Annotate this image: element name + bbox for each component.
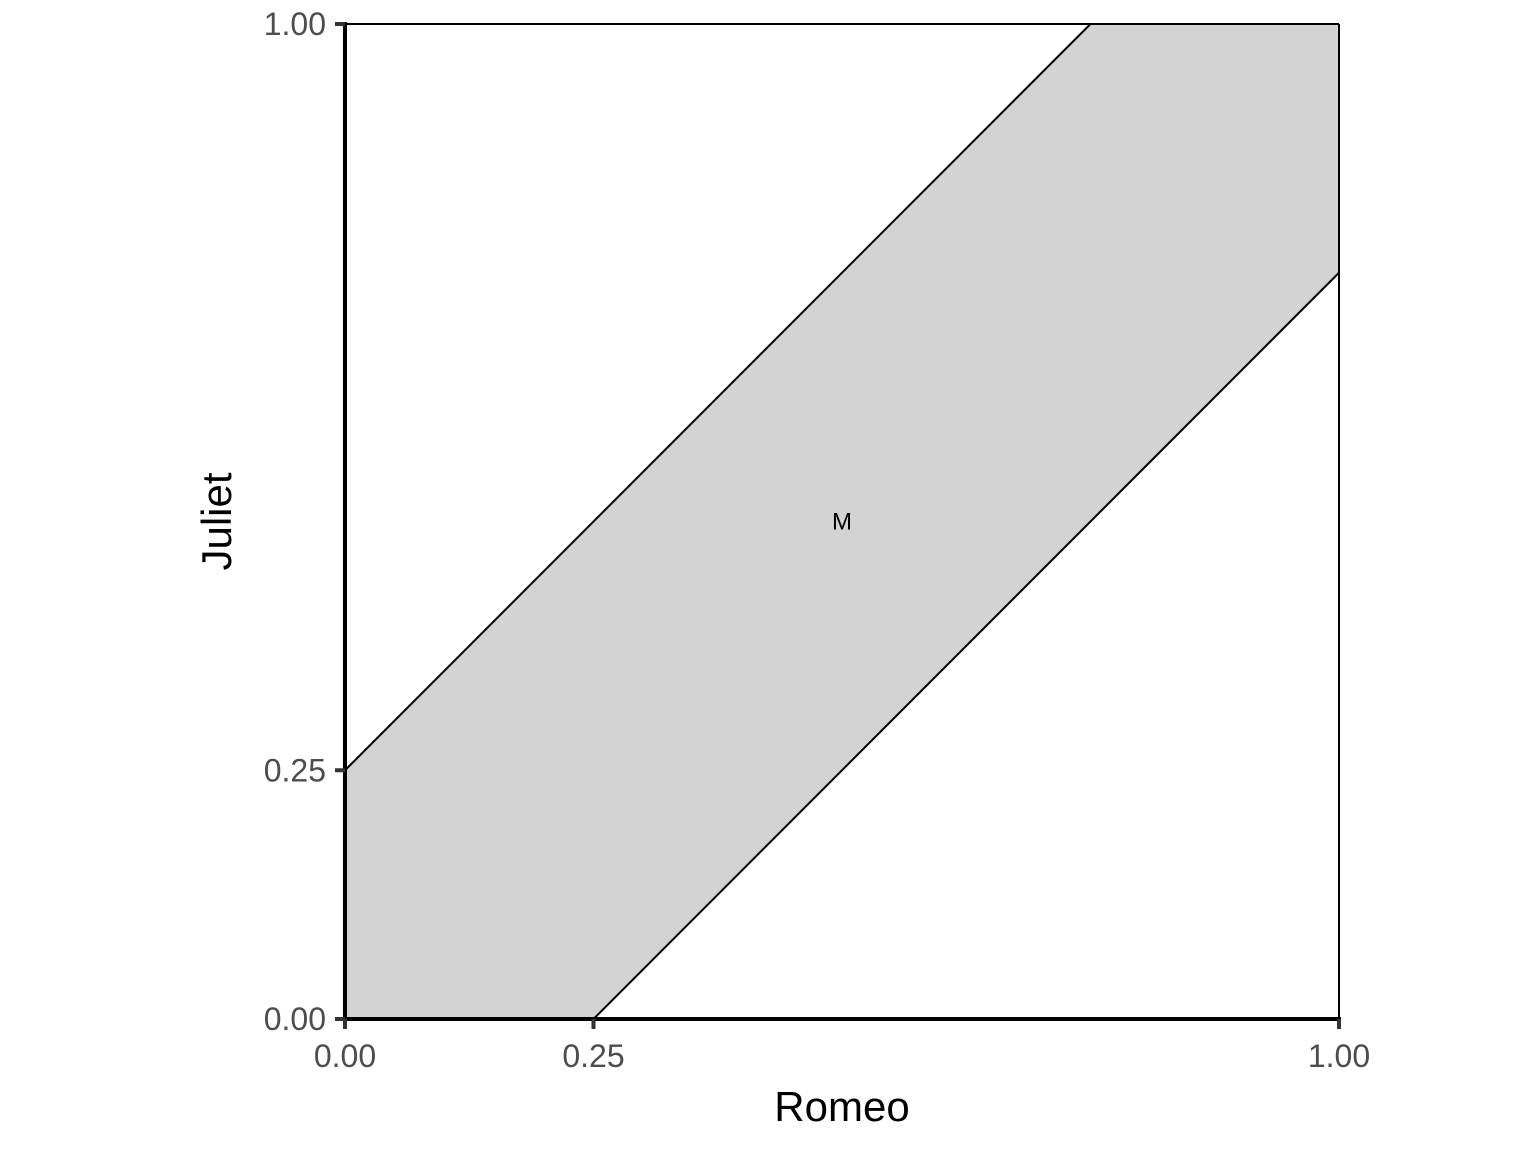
region-label: M (832, 509, 852, 536)
upper-boundary-line (344, 23, 1092, 771)
plot-frame (343, 22, 1341, 1021)
x-tick-label: 0.00 (314, 1038, 376, 1074)
y-tick-label: 1.00 (264, 6, 326, 42)
x-tick-label: 1.00 (1308, 1038, 1370, 1074)
x-axis-title: Romeo (774, 1083, 909, 1130)
y-axis-title: Juliet (193, 472, 240, 570)
y-tick-label: 0.25 (264, 752, 326, 788)
axis-ticks: 0.00 0.25 1.00 0.00 0.25 1.00 (264, 6, 1370, 1074)
y-tick-label: 0.00 (264, 1001, 326, 1037)
annotations: M (832, 509, 852, 536)
band-layer (344, 23, 1340, 1020)
x-tick-label: 0.25 (562, 1038, 624, 1074)
band-region (345, 24, 1339, 1019)
lower-boundary-line (592, 272, 1340, 1020)
